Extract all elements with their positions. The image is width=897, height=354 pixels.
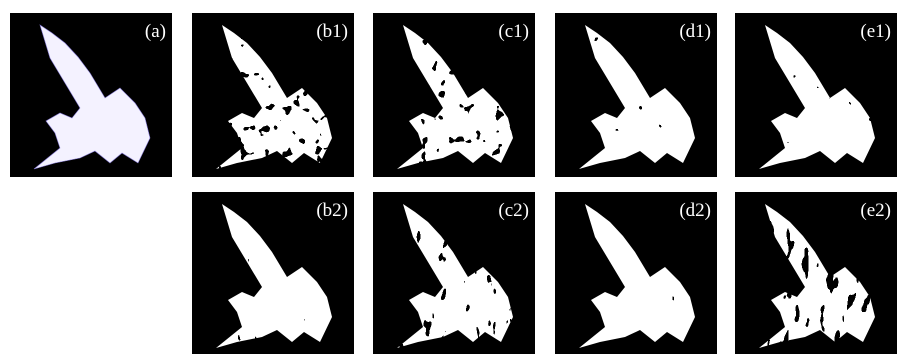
image-panel: (e1)	[735, 13, 897, 177]
image-panel: (b2)	[192, 192, 354, 354]
page: {"panels": [ {"label": "(a)"}, {"label":…	[0, 0, 897, 354]
image-panel: (c1)	[373, 13, 535, 177]
image-panel: (a)	[10, 13, 172, 177]
panel-label: (d2)	[679, 200, 711, 221]
image-panel: (d2)	[555, 192, 717, 354]
panel-label: (c1)	[498, 21, 529, 42]
image-panel: (d1)	[555, 13, 717, 177]
panel-label: (b1)	[316, 21, 348, 42]
panel-label: (d1)	[679, 21, 711, 42]
figure: (a) (b1) (c1) (d1) (e1) (b2) (c2) (d2) (e2)	[0, 0, 897, 354]
image-panel: (e2)	[735, 192, 897, 354]
panel-label: (c2)	[498, 200, 529, 221]
panel-label: (e1)	[860, 21, 891, 42]
panel-label: (e2)	[860, 200, 891, 221]
image-panel: (b1)	[192, 13, 354, 177]
panel-label: (a)	[145, 21, 166, 42]
image-panel: (c2)	[373, 192, 535, 354]
panel-label: (b2)	[316, 200, 348, 221]
